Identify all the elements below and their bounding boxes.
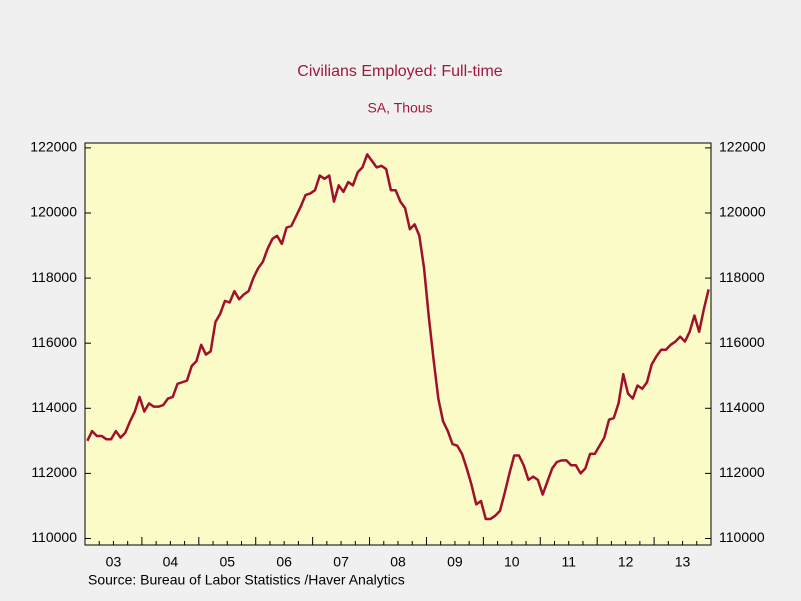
source: Source: Bureau of Labor Statistics /Have… (88, 572, 405, 588)
chart-subtitle: SA, Thous (367, 100, 432, 116)
y2-tick-label: 110000 (719, 529, 765, 545)
x-tick-label: 03 (106, 554, 122, 570)
x-tick-label: 12 (618, 554, 634, 570)
y2-tick-label: 116000 (719, 334, 765, 350)
x-tick-label: 07 (333, 554, 349, 570)
x-tick-label: 09 (447, 554, 463, 570)
y2-tick-label: 122000 (719, 139, 766, 155)
y-tick-label: 110000 (31, 529, 77, 545)
y-tick-label: 112000 (31, 464, 77, 480)
y2-tick-label: 114000 (719, 399, 765, 415)
chart-title: Civilians Employed: Full-time (297, 63, 502, 80)
x-tick-label: 13 (675, 554, 691, 570)
x-tick-label: 11 (561, 554, 576, 570)
y2-tick-label: 112000 (719, 464, 765, 480)
y-tick-label: 120000 (30, 204, 77, 220)
y2-tick-label: 120000 (719, 204, 766, 220)
x-tick-label: 05 (219, 554, 235, 570)
x-tick-label: 10 (504, 554, 520, 570)
line (86, 153, 710, 521)
y-tick-label: 118000 (31, 269, 77, 285)
plot-area (84, 142, 712, 546)
x-tick-label: 08 (390, 554, 406, 570)
x-tick-label: 04 (163, 554, 179, 570)
y-tick-label: 122000 (30, 139, 77, 155)
x-tick-label: 06 (276, 554, 292, 570)
y-tick-label: 116000 (31, 334, 77, 350)
y-tick-label: 114000 (31, 399, 77, 415)
y2-tick-label: 118000 (719, 269, 765, 285)
